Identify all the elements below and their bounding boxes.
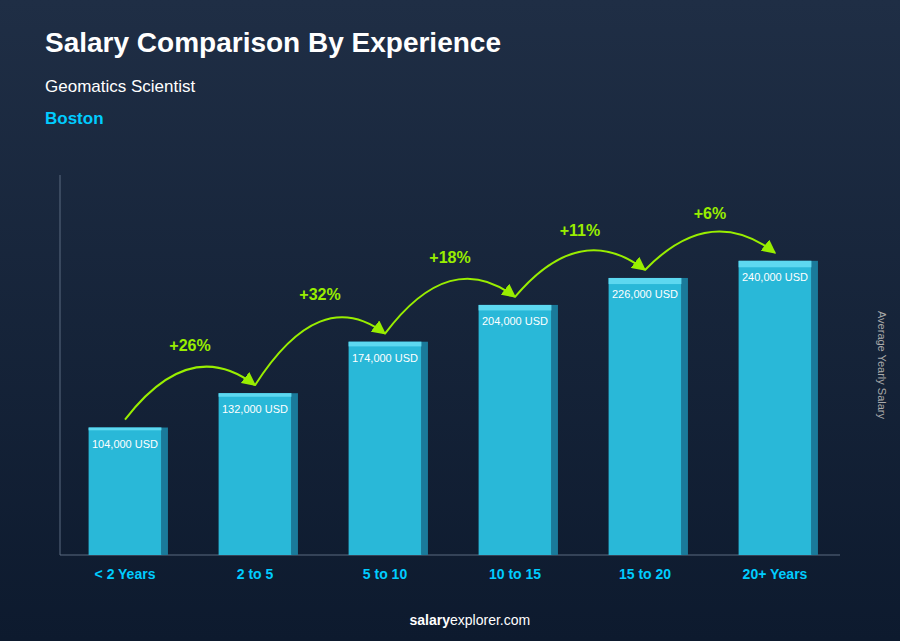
bar-top (349, 342, 422, 347)
data-label: 174,000 USD (352, 352, 418, 364)
x-tick-label: 2 to 5 (237, 566, 274, 582)
bar (89, 428, 162, 555)
bar-side (161, 428, 168, 555)
data-label: 104,000 USD (92, 438, 158, 450)
data-label: 132,000 USD (222, 403, 288, 415)
chart: Salary Comparison By Experience Geomatics… (0, 0, 900, 641)
bar (609, 278, 682, 555)
data-label: 226,000 USD (612, 288, 678, 300)
x-axis-line (60, 555, 840, 556)
change-label: +26% (169, 337, 210, 354)
bar (479, 305, 552, 555)
data-label: 240,000 USD (742, 271, 808, 283)
bar-top (479, 305, 552, 311)
change-arrow (125, 367, 255, 420)
x-tick-label: 5 to 10 (363, 566, 408, 582)
bar-side (551, 305, 558, 555)
title: Salary Comparison By Experience (45, 27, 501, 58)
bar-side (681, 278, 688, 555)
change-label: +32% (299, 286, 340, 303)
x-tick-label: 10 to 15 (489, 566, 541, 582)
bar-top (609, 278, 682, 284)
y-axis-label: Average Yearly Salary (876, 311, 888, 420)
change-arrow (255, 317, 385, 385)
change-arrow (645, 231, 775, 269)
bar-top (89, 428, 162, 431)
bar-side (291, 393, 298, 555)
bars (89, 261, 818, 555)
x-tick-label: 20+ Years (743, 566, 808, 582)
bar-top (739, 261, 812, 267)
change-label: +18% (429, 249, 470, 266)
subtitle: Geomatics Scientist (45, 77, 195, 96)
data-label: 204,000 USD (482, 315, 548, 327)
footer-bold: salary (410, 612, 451, 628)
change-arrow (385, 279, 515, 334)
x-tick-label: < 2 Years (95, 566, 156, 582)
change-arrow (515, 250, 645, 297)
bar-side (811, 261, 818, 555)
bar (349, 342, 422, 555)
change-label: +11% (560, 222, 600, 239)
bar-side (421, 342, 428, 555)
bar-top (219, 393, 292, 397)
bar (219, 393, 292, 555)
city: Boston (45, 109, 104, 128)
footer-normal: explorer.com (450, 612, 530, 628)
x-tick-label: 15 to 20 (619, 566, 671, 582)
change-label: +6% (694, 205, 726, 222)
bar (739, 261, 812, 555)
y-axis-line (60, 175, 61, 555)
